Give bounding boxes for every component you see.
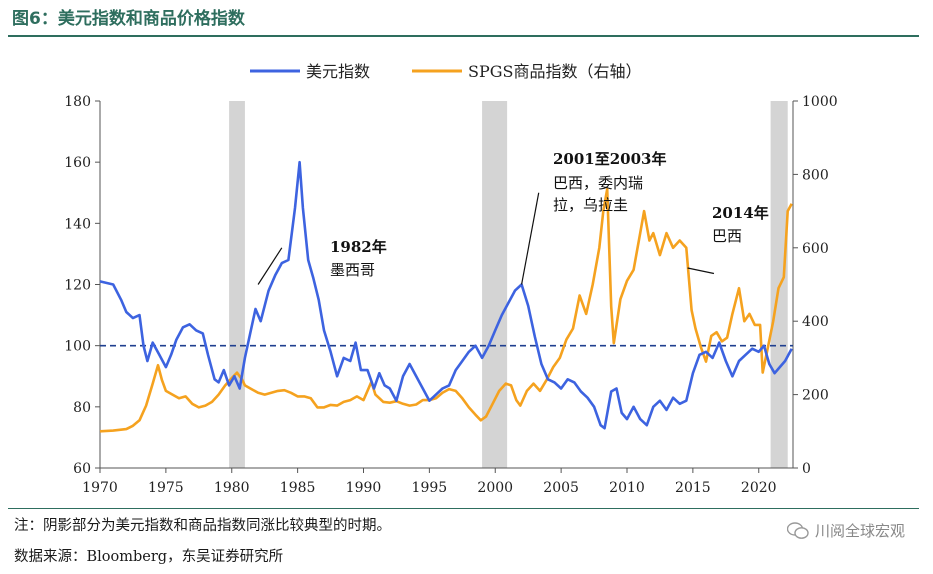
series-usd-index-line (99, 160, 793, 430)
series-spgs-index-line (99, 187, 793, 433)
x-tick-label: 1995 (412, 480, 448, 496)
annotation-2001-text-1: 巴西，委内瑞 (553, 174, 643, 192)
x-tick-label: 1985 (280, 480, 316, 496)
annotation-1982-year: 1982年 (330, 238, 387, 256)
x-tick-label: 1970 (82, 480, 118, 496)
shaded-period-1 (482, 101, 508, 468)
brand-watermark: 川阅全球宏观 (786, 520, 905, 541)
y-left-tick-label: 100 (64, 339, 91, 355)
annotation-2014-text: 巴西 (712, 227, 742, 245)
annotation-2014-leader (687, 267, 715, 275)
x-tick-label: 2005 (543, 480, 579, 496)
y-right-tick-label: 600 (802, 241, 829, 257)
y-right-tick-label: 0 (802, 461, 811, 477)
y-right-tick-label: 1000 (802, 94, 838, 110)
shaded-period-0 (229, 101, 245, 468)
annotation-2001-leader (521, 192, 540, 285)
x-tick-label: 1975 (148, 480, 184, 496)
figure-note: 注：阴影部分为美元指数和商品指数同涨比较典型的时期。 (14, 518, 391, 534)
y-right-tick-label: 200 (802, 388, 829, 404)
annotation-2001-year: 2001至2003年 (553, 150, 667, 168)
x-tick-label: 2000 (477, 480, 513, 496)
legend-usd-label: 美元指数 (306, 62, 370, 81)
y-left-tick-label: 120 (64, 278, 91, 294)
x-tick-label: 2010 (609, 480, 645, 496)
annotation-1982-text: 墨西哥 (330, 261, 375, 279)
annotation-2014-year: 2014年 (712, 204, 769, 222)
wechat-icon (786, 521, 809, 539)
figure-title: 图6：美元指数和商品价格指数 (12, 9, 245, 29)
x-tick-label: 1980 (214, 480, 250, 496)
y-left-tick-label: 180 (64, 94, 91, 110)
y-left-tick-label: 60 (73, 461, 91, 477)
footer-rule (8, 508, 919, 509)
y-left-tick-label: 140 (64, 216, 91, 232)
y-left-tick-label: 80 (73, 400, 91, 416)
annotation-2001-text-2: 拉，乌拉圭 (553, 196, 628, 214)
y-right-tick-label: 400 (802, 314, 829, 330)
y-left-tick-label: 160 (64, 155, 91, 171)
x-tick-label: 2015 (675, 480, 711, 496)
figure-source: 数据来源：Bloomberg，东吴证券研究所 (14, 549, 284, 565)
annotation-1982-leader (257, 247, 283, 285)
y-right-tick-label: 800 (802, 167, 829, 183)
title-rule (8, 35, 919, 37)
brand-name: 川阅全球宏观 (814, 522, 905, 540)
x-tick-label: 2020 (741, 480, 777, 496)
x-tick-label: 1990 (346, 480, 382, 496)
legend-spgs-label: SPGS商品指数（右轴） (468, 62, 641, 81)
